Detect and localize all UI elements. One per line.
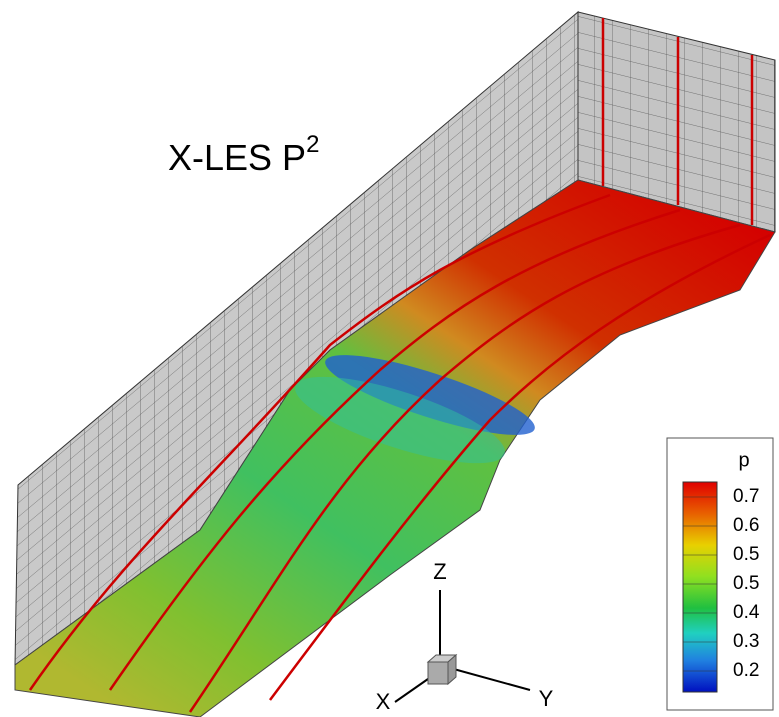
- axis-y: Y: [539, 686, 554, 711]
- title-text: X-LES P: [168, 137, 306, 178]
- colorbar-label: 0.4: [733, 602, 760, 623]
- colorbar: [683, 482, 717, 692]
- colorbar-label: 0.7: [733, 486, 759, 507]
- legend-title: p: [738, 449, 749, 471]
- axis-z: Z: [433, 559, 446, 584]
- scene: X-LES P2 Z Y X p 0.7 0.6 0.5 0.5 0.4 0.3 0.2: [0, 0, 779, 717]
- axis-triad: [395, 590, 530, 702]
- axis-x: X: [376, 689, 391, 714]
- colorbar-label: 0.2: [733, 660, 759, 681]
- colorbar-label: 0.5: [733, 544, 759, 565]
- colorbar-label: 0.6: [733, 515, 759, 536]
- title: X-LES P2: [168, 131, 319, 177]
- title-superscript: 2: [306, 131, 319, 158]
- colorbar-label: 0.3: [733, 631, 759, 652]
- triad-cube: [428, 662, 448, 684]
- colorbar-label: 0.5: [733, 573, 759, 594]
